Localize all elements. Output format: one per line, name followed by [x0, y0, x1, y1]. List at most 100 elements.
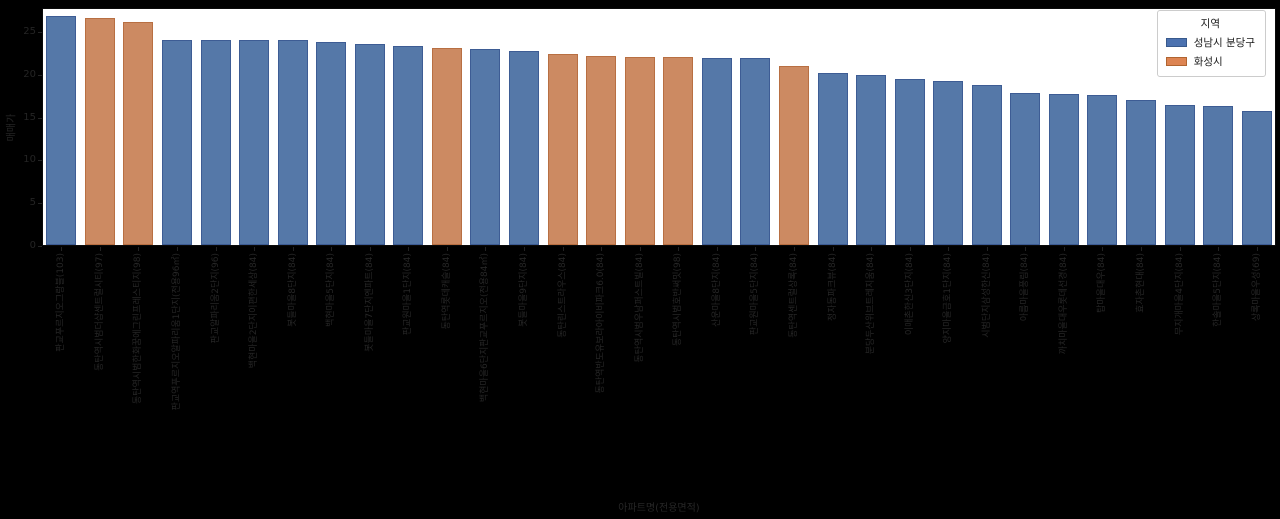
legend-swatch-blue-icon [1165, 38, 1187, 47]
x-tick-label: 정자동파크뷰(84) [828, 253, 838, 322]
bar [778, 66, 809, 245]
bar [586, 56, 617, 245]
bar [200, 40, 231, 245]
x-tick-label: 백현마을2단지이편한세상(84) [249, 253, 259, 369]
x-tick [1064, 247, 1065, 251]
bar [1203, 106, 1234, 245]
legend-swatch-orange-icon [1165, 57, 1187, 66]
x-tick [61, 247, 62, 251]
x-tick-label: 봇들마을8단지(84) [288, 253, 298, 327]
bar [1010, 93, 1041, 245]
x-tick [331, 247, 332, 251]
x-tick-label: 동탄역시범한화꿈에그린프레스티지(98) [133, 253, 143, 404]
x-tick [871, 247, 872, 251]
x-tick [254, 247, 255, 251]
x-tick-label: 판교원마을5단지(84) [750, 253, 760, 336]
bar [856, 75, 887, 245]
bar [354, 44, 385, 245]
y-tick [38, 75, 42, 76]
x-tick [138, 247, 139, 251]
x-tick-label: 동탄역시범호반써밋(98) [673, 253, 683, 346]
bar [509, 51, 540, 245]
bar [1164, 105, 1195, 245]
x-tick [563, 247, 564, 251]
x-tick-label: 탑마을대우(84) [1097, 253, 1107, 313]
x-tick [910, 247, 911, 251]
x-tick [640, 247, 641, 251]
bar [1048, 94, 1079, 245]
x-tick [447, 247, 448, 251]
x-tick-label: 효자촌현대(84) [1136, 253, 1146, 313]
bar [1087, 95, 1118, 245]
y-tick-label: 0 [29, 240, 36, 251]
x-tick [524, 247, 525, 251]
x-tick [408, 247, 409, 251]
x-tick [755, 247, 756, 251]
x-tick-label: 봇들마을7단지엔파트(84) [365, 253, 375, 352]
y-tick-label: 25 [23, 26, 36, 37]
x-tick [177, 247, 178, 251]
x-tick-label: 동탄역시범더샵센트럴시티(97) [95, 253, 105, 371]
x-tick-label: 까치마을대우롯데선경(84) [1059, 253, 1069, 355]
x-tick-label: 백현마을5단지(84) [326, 253, 336, 327]
x-tick-label: 동탄역롯데캐슬(84) [442, 253, 452, 330]
legend-label: 화성시 [1193, 56, 1223, 68]
x-axis-label: 아파트명(전용면적) [618, 503, 700, 514]
y-tick [38, 32, 42, 33]
x-tick-label: 판교원마을1단지(84) [403, 253, 413, 336]
x-tick-label: 상록마을우성(69) [1252, 253, 1262, 322]
bar [161, 40, 192, 245]
x-tick-label: 백현마을6단지판교푸르지오(전용84㎡) [480, 253, 490, 403]
legend-entry-hwaseong: 화성시 [1165, 54, 1255, 69]
bar [894, 79, 925, 245]
x-tick-label: 동탄역센트럴상록(84) [789, 253, 799, 338]
y-tick-label: 20 [23, 69, 36, 80]
bar [239, 40, 270, 245]
bar [971, 85, 1002, 245]
x-tick [485, 247, 486, 251]
x-tick [1025, 247, 1026, 251]
y-tick [38, 203, 42, 204]
y-tick-label: 15 [23, 112, 36, 123]
x-tick [293, 247, 294, 251]
x-tick [370, 247, 371, 251]
x-tick-label: 봇들마을9단지(84) [519, 253, 529, 327]
x-tick [717, 247, 718, 251]
x-tick [1218, 247, 1219, 251]
bar [1241, 111, 1272, 245]
x-tick [987, 247, 988, 251]
bar [393, 46, 424, 245]
y-tick [38, 246, 42, 247]
plot-area [42, 8, 1276, 246]
x-tick [1180, 247, 1181, 251]
y-tick [38, 118, 42, 119]
x-tick-label: 판교역푸르지오알파리움1단지(전용96㎡) [172, 253, 182, 411]
x-tick-label: 동탄린스트라우스(84) [558, 253, 568, 338]
x-tick [833, 247, 834, 251]
x-tick [1102, 247, 1103, 251]
bar [624, 57, 655, 245]
bar [46, 16, 77, 245]
y-tick-label: 5 [29, 197, 36, 208]
bar [740, 58, 771, 245]
x-tick [678, 247, 679, 251]
y-tick-label: 10 [23, 154, 36, 165]
bar [547, 54, 578, 245]
x-tick-label: 산운마을8단지(84) [712, 253, 722, 327]
legend-title: 지역 [1200, 18, 1220, 30]
bar [701, 58, 732, 245]
x-tick-label: 한솔마을5단지(84) [1213, 253, 1223, 327]
y-tick [38, 160, 42, 161]
bar [431, 48, 462, 245]
x-tick-label: 동탄역반도유보라아이비파크6.0(84) [596, 253, 606, 394]
x-tick [948, 247, 949, 251]
bar [277, 40, 308, 245]
x-tick-label: 동탄역시범우남퍼스트빌(84) [635, 253, 645, 363]
x-tick [601, 247, 602, 251]
x-tick-label: 양지마을금호1단지(84) [943, 253, 953, 344]
x-tick-label: 판교푸르지오그랑블(103) [56, 253, 66, 352]
bar [1126, 100, 1157, 245]
legend-label: 성남시 분당구 [1193, 37, 1255, 49]
bar [123, 22, 154, 245]
